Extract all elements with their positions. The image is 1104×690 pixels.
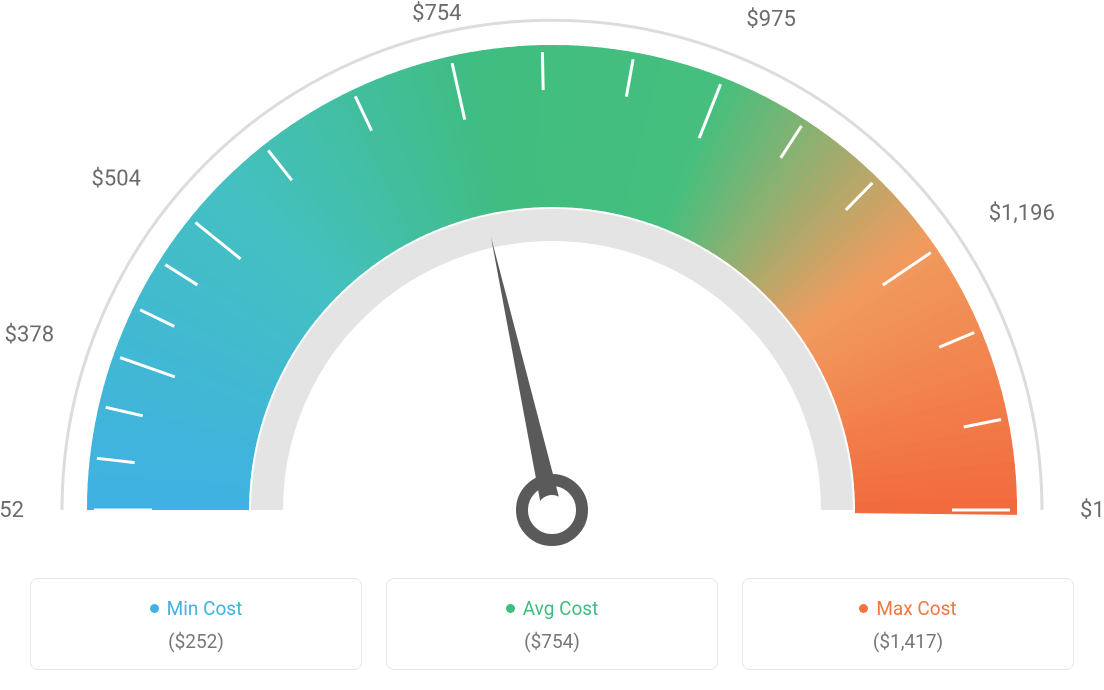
legend-label-text: Max Cost <box>876 597 956 620</box>
svg-text:$1,196: $1,196 <box>989 201 1055 226</box>
gauge-chart-container: $252 $378 $504 $754 $975 $1,196 $1,417 Min Cos… <box>0 0 1104 690</box>
legend-card-min: Min Cost ($252) <box>30 578 362 670</box>
dot-icon <box>859 604 868 613</box>
svg-text:$975: $975 <box>746 7 795 32</box>
legend-label-text: Avg Cost <box>523 597 599 620</box>
legend-label-text: Min Cost <box>167 597 243 620</box>
legend-label-avg: Avg Cost <box>506 597 599 620</box>
svg-text:$378: $378 <box>5 322 54 347</box>
svg-text:$1,417: $1,417 <box>1080 498 1104 523</box>
legend-value-avg: ($754) <box>397 630 707 653</box>
gauge-svg: $252 $378 $504 $754 $975 $1,196 $1,417 <box>0 0 1104 560</box>
dot-icon <box>150 604 159 613</box>
legend-value-min: ($252) <box>41 630 351 653</box>
needle-base-hole <box>537 495 567 525</box>
svg-text:$754: $754 <box>412 1 461 26</box>
legend-row: Min Cost ($252) Avg Cost ($754) Max Cost… <box>30 578 1074 670</box>
svg-text:$252: $252 <box>0 498 24 523</box>
svg-text:$504: $504 <box>92 167 141 192</box>
legend-card-avg: Avg Cost ($754) <box>386 578 718 670</box>
needle <box>491 237 562 512</box>
color-band <box>87 45 1017 515</box>
legend-value-max: ($1,417) <box>753 630 1063 653</box>
dot-icon <box>506 604 515 613</box>
legend-label-min: Min Cost <box>150 597 243 620</box>
legend-card-max: Max Cost ($1,417) <box>742 578 1074 670</box>
legend-label-max: Max Cost <box>859 597 956 620</box>
